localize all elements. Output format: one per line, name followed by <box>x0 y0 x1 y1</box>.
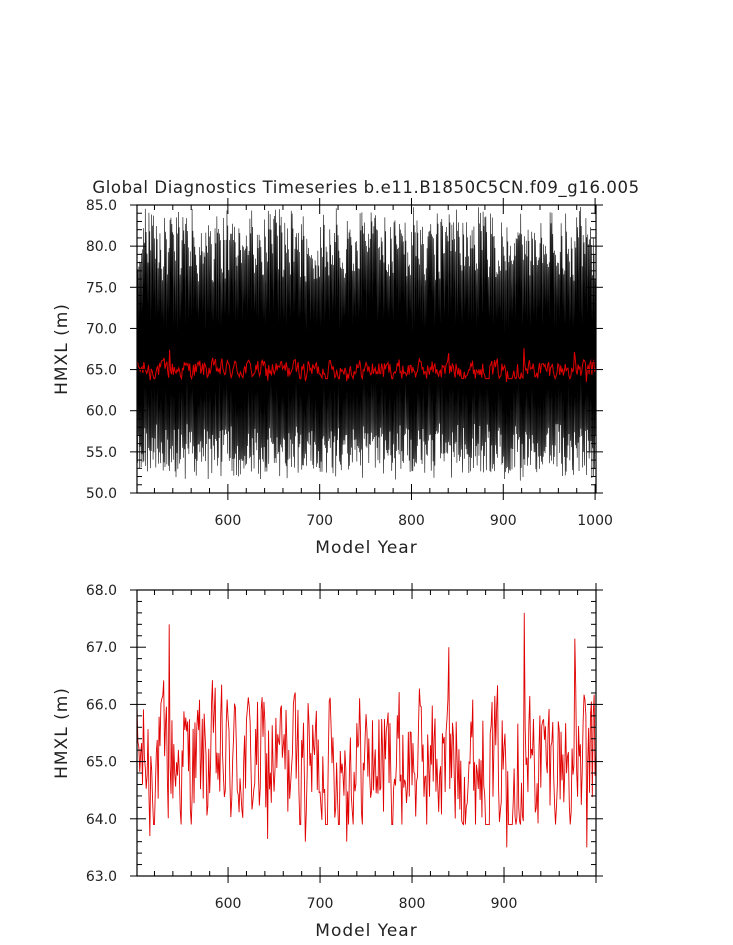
top-x-tick-labels: 600 700 800 900 1000 <box>215 513 613 529</box>
y-tick-label: 64.0 <box>86 812 117 828</box>
y-tick-label: 75.0 <box>86 280 117 296</box>
bottom-x-tick-labels: 600 700 800 900 <box>215 896 518 912</box>
x-tick-label: 900 <box>491 896 518 912</box>
y-tick-label: 55.0 <box>86 445 117 461</box>
monthly-series-line <box>136 207 597 481</box>
x-tick-label: 1000 <box>577 513 613 529</box>
y-tick-label: 65.0 <box>86 755 117 771</box>
y-tick-label: 63.0 <box>86 869 117 885</box>
y-tick-label: 65.0 <box>86 363 117 379</box>
annual-mean-series-line <box>136 348 597 382</box>
y-tick-label: 66.0 <box>86 697 117 713</box>
top-plot-frame <box>136 204 597 494</box>
top-y-tick-labels: 50.0 55.0 60.0 65.0 70.0 75.0 80.0 85.0 <box>86 198 117 502</box>
x-tick-label: 800 <box>399 896 426 912</box>
monthly-series-path <box>136 207 597 481</box>
x-tick-label: 600 <box>215 896 242 912</box>
top-x-axis-title: Model Year <box>315 538 417 558</box>
x-tick-label: 700 <box>306 513 333 529</box>
bottom-y-axis-title: HMXL (m) <box>52 687 72 779</box>
y-tick-label: 80.0 <box>86 239 117 255</box>
y-tick-label: 67.0 <box>86 640 117 656</box>
x-tick-label: 900 <box>490 513 517 529</box>
y-tick-label: 68.0 <box>86 583 117 599</box>
bottom-plot-frame <box>136 589 597 877</box>
annual-mean-path <box>136 348 597 382</box>
bottom-x-axis-title: Model Year <box>315 921 417 941</box>
top-axis-ticks <box>130 198 603 500</box>
bottom-annual-mean-series-line <box>136 612 597 848</box>
bottom-annual-mean-path <box>136 612 597 848</box>
bottom-y-tick-labels: 63.0 64.0 65.0 66.0 67.0 68.0 <box>86 583 117 885</box>
y-tick-label: 70.0 <box>86 321 117 337</box>
x-tick-label: 800 <box>398 513 425 529</box>
y-tick-label: 85.0 <box>86 198 117 214</box>
y-tick-label: 50.0 <box>86 486 117 502</box>
x-tick-label: 700 <box>307 896 334 912</box>
x-tick-label: 600 <box>215 513 242 529</box>
y-tick-label: 60.0 <box>86 404 117 420</box>
bottom-axis-ticks <box>130 583 603 883</box>
figure-title: Global Diagnostics Timeseries b.e11.B185… <box>92 178 639 198</box>
top-y-axis-title: HMXL (m) <box>52 303 72 395</box>
bottom-panel: 63.0 64.0 65.0 66.0 67.0 68.0 600 700 800 900 Mo… <box>52 583 603 941</box>
top-panel: 50.0 55.0 60.0 65.0 70.0 75.0 80.0 85.0 600 700 8… <box>52 198 613 558</box>
